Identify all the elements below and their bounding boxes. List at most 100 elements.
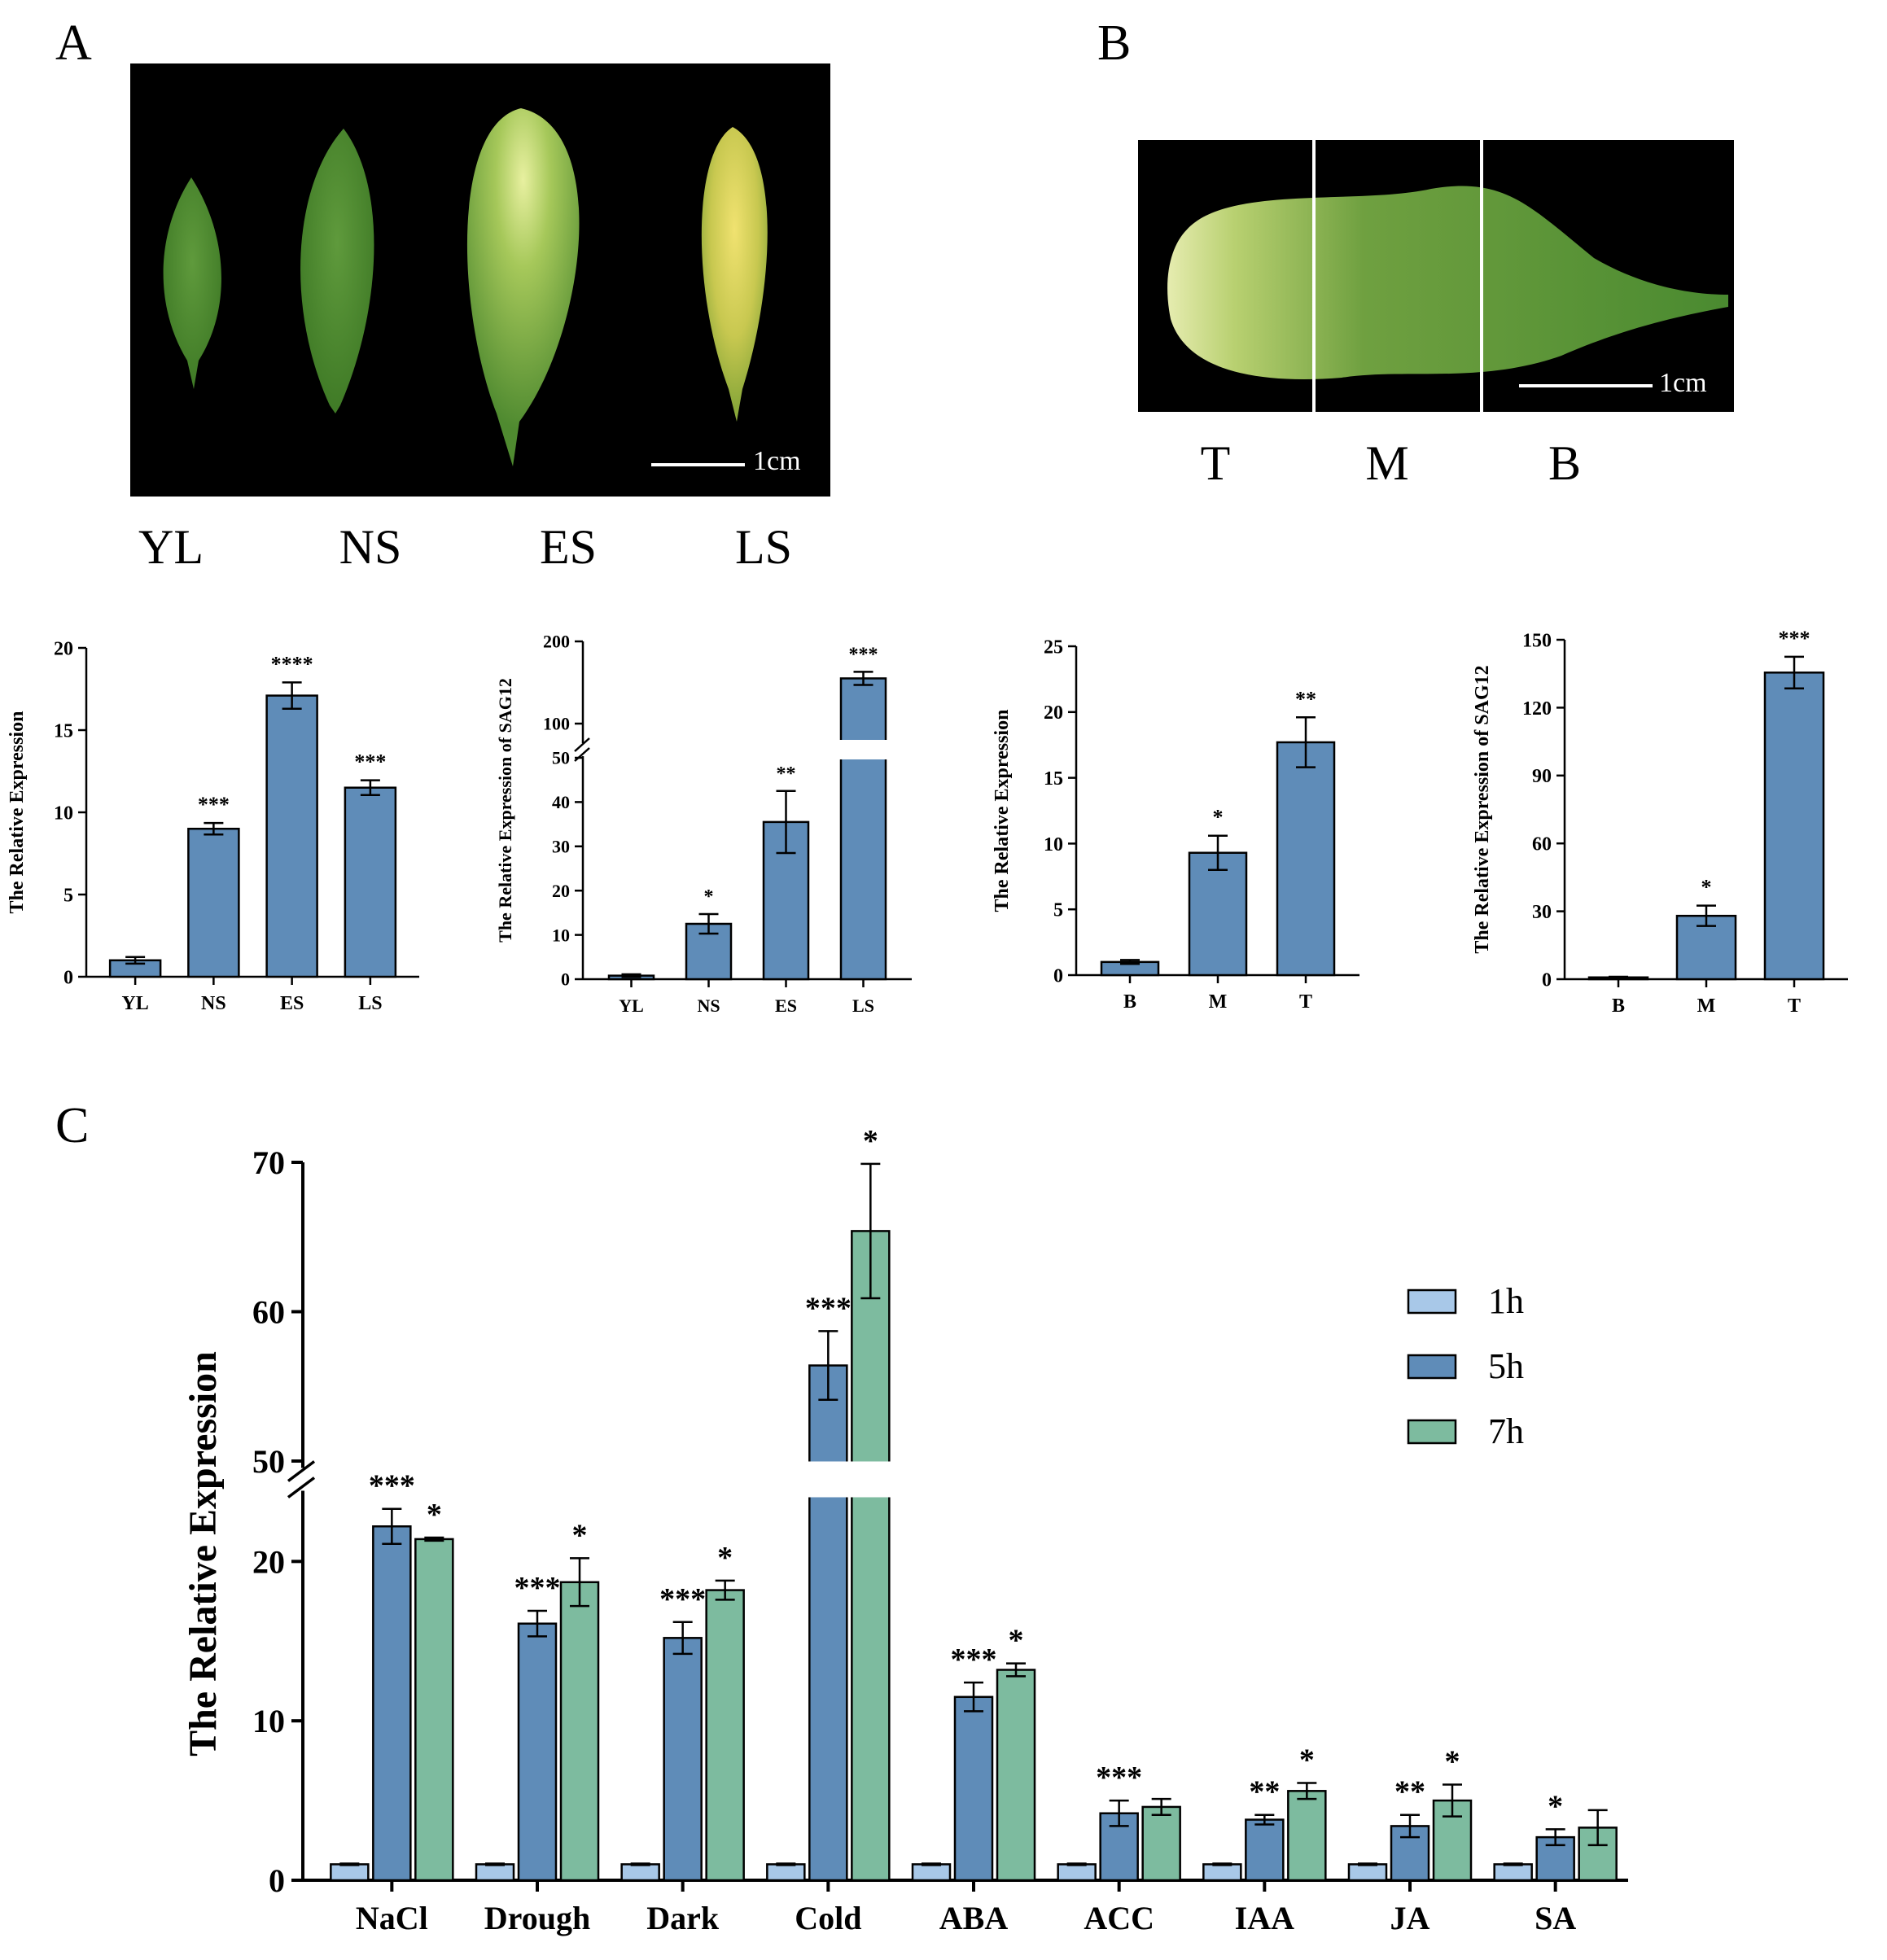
significance-label: * [717, 1541, 733, 1575]
bar-1h [620, 1863, 660, 1882]
bar-5h [953, 1695, 994, 1882]
leaf-sections-photo: 1cm [1138, 140, 1734, 412]
y-tick-label: 90 [1532, 766, 1552, 787]
legend-swatch-7h [1407, 1419, 1457, 1445]
x-tick-label: LS [852, 995, 874, 1016]
bar [1188, 851, 1248, 977]
x-tick-label: YL [619, 995, 644, 1016]
y-axis-label: The Relative Expression [992, 710, 1013, 912]
significance-label: ** [777, 763, 796, 785]
scale-label: 1cm [753, 446, 801, 476]
x-tick-label: Drough [484, 1900, 590, 1936]
y-tick-label: 30 [1532, 902, 1552, 923]
significance-label: **** [271, 652, 313, 676]
y-tick-label: 25 [1044, 637, 1063, 658]
y-tick-label: 20 [54, 638, 73, 659]
bar [839, 677, 887, 981]
bar-7h [996, 1669, 1036, 1882]
significance-label: ** [1249, 1775, 1280, 1809]
x-tick-label: B [1612, 995, 1625, 1017]
bar [344, 786, 397, 978]
y-axis-label: The Relative Expression of SAG12 [1472, 665, 1493, 953]
y-tick-label: 100 [543, 714, 570, 734]
bar [187, 827, 240, 978]
panel-label-c: C [55, 1098, 90, 1153]
significance-label: ** [1295, 687, 1316, 711]
significance-label: * [1213, 806, 1224, 829]
y-tick-label: 20 [252, 1543, 285, 1580]
y-tick-label: 0 [63, 967, 73, 988]
axis-break-gap [580, 743, 588, 756]
bar [1276, 741, 1336, 977]
significance-label: * [863, 1124, 878, 1158]
x-tick-label: NS [201, 993, 226, 1014]
caption-ls: LS [734, 520, 793, 574]
axis-break-mark [574, 737, 590, 752]
significance-label: *** [659, 1582, 706, 1617]
y-tick-label: 50 [552, 748, 570, 768]
bar-7h [559, 1581, 600, 1882]
bar-1h [330, 1863, 370, 1882]
panel-label-a: A [55, 15, 92, 71]
significance-label: * [427, 1498, 442, 1532]
bar-5h [808, 1364, 848, 1882]
caption-t: T [1200, 436, 1231, 490]
bar [1763, 672, 1825, 981]
x-tick-label: NaCl [356, 1900, 428, 1936]
legend-label-5h: 5h [1488, 1346, 1524, 1386]
x-tick-label: JA [1390, 1900, 1430, 1936]
bar-1h [1493, 1863, 1533, 1882]
bar-1h [475, 1863, 515, 1882]
y-tick-label: 70 [252, 1144, 285, 1181]
bar-7h [414, 1538, 454, 1882]
bar [265, 694, 318, 978]
x-tick-label: ABA [939, 1900, 1009, 1936]
significance-label: * [1548, 1789, 1563, 1823]
significance-label: *** [369, 1469, 415, 1503]
caption-es: ES [539, 520, 598, 574]
x-tick-label: ES [775, 995, 797, 1016]
legend-swatch-5h [1407, 1354, 1457, 1380]
x-tick-label: YL [121, 993, 148, 1014]
bar-7h [851, 1230, 891, 1882]
bar-1h [766, 1863, 806, 1882]
chart-a1: 0 5 10 15 20 The Relative Expression YL *** NS **… [7, 638, 419, 1014]
y-tick-label: 60 [1532, 834, 1552, 855]
bar-1h [1202, 1863, 1242, 1882]
y-tick-label: 50 [252, 1443, 285, 1480]
legend-swatch-1h [1407, 1288, 1457, 1315]
axis-break-mark [287, 1460, 316, 1482]
x-tick-label: B [1123, 991, 1136, 1013]
bar-7h [1141, 1805, 1181, 1882]
chart-b1: 0 5 10 15 20 25 The Relative Expression B * M ** T [992, 637, 1359, 1013]
x-tick-label: Dark [646, 1900, 720, 1936]
significance-label: *** [514, 1571, 561, 1605]
y-tick-label: 150 [1522, 630, 1552, 651]
significance-label: * [1445, 1745, 1460, 1779]
x-tick-label: NS [697, 995, 720, 1016]
y-tick-label: 60 [252, 1294, 285, 1331]
scale-label: 1cm [1659, 368, 1707, 398]
bar-1h [911, 1863, 952, 1882]
leaf-sections-drawing [1167, 140, 1728, 412]
x-tick-label: T [1299, 991, 1312, 1013]
bar-break-gap [838, 740, 888, 759]
bar-7h [1287, 1790, 1327, 1882]
chart-a2: 0 10 20 30 40 50 100 200 The Relative Expression… [495, 632, 912, 1016]
y-tick-label: 20 [552, 881, 570, 901]
x-tick-label: Cold [795, 1900, 861, 1936]
y-tick-label: 200 [543, 632, 570, 652]
bar-1h [1057, 1863, 1097, 1882]
x-tick-label: T [1788, 995, 1801, 1017]
significance-label: * [1701, 876, 1712, 899]
significance-label: * [1009, 1624, 1024, 1658]
leaf-stages-photo: 1cm [130, 63, 830, 497]
significance-label: *** [849, 644, 878, 665]
y-tick-label: 0 [269, 1862, 285, 1899]
bar-break-gap [807, 1461, 850, 1498]
significance-label: ** [1394, 1775, 1425, 1809]
legend-label-1h: 1h [1488, 1281, 1524, 1321]
caption-m: M [1365, 436, 1409, 490]
axis-break-mark [574, 747, 590, 762]
bar-7h [705, 1589, 745, 1882]
